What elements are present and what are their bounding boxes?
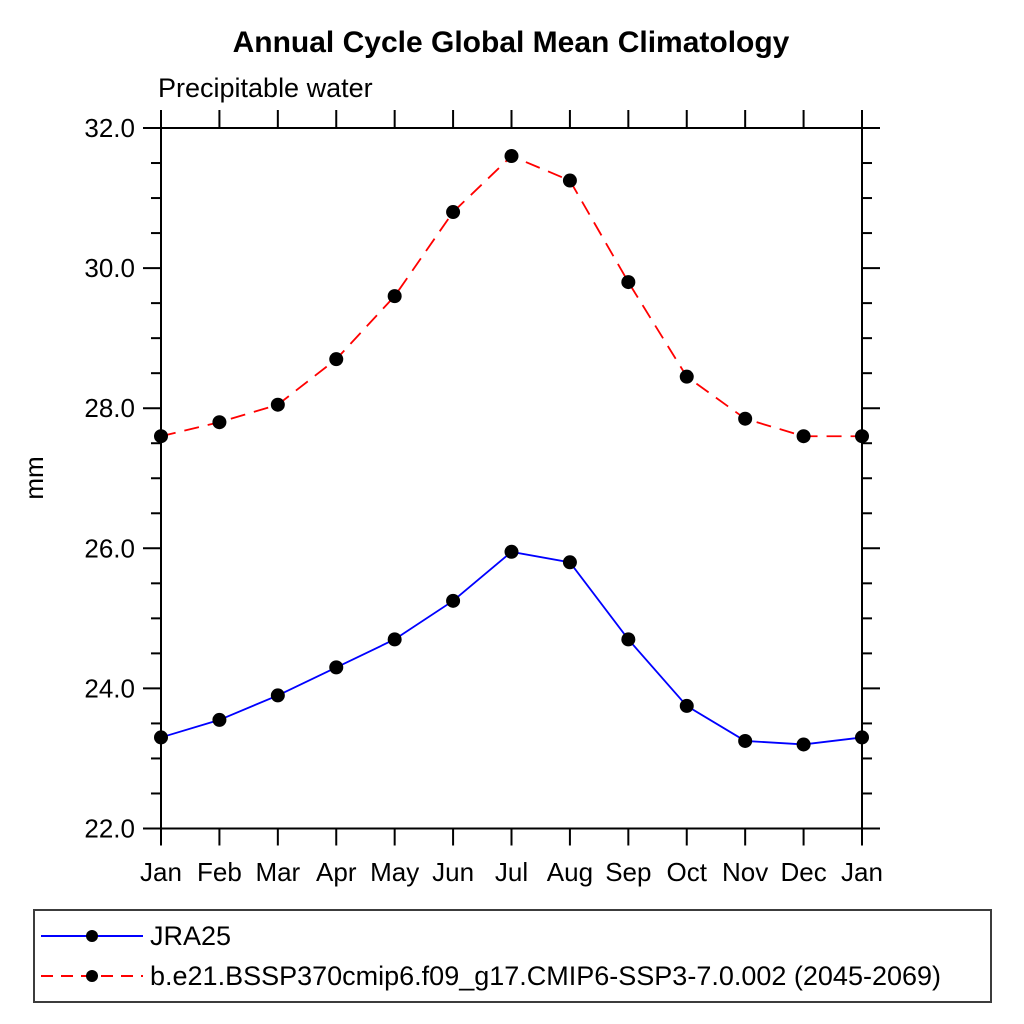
x-tick-label: Nov [722,857,768,887]
x-tick-label: Mar [255,857,300,887]
legend-label-jra25: JRA25 [150,920,232,951]
legend-marker-icon [86,970,98,982]
x-tick-label: Dec [780,857,826,887]
axis-ticks-group [143,110,880,846]
x-tick-label: Oct [667,857,708,887]
data-point-series-0 [212,712,227,727]
data-point-series-1 [212,415,227,430]
y-tick-label: 26.0 [84,533,135,563]
data-point-series-1 [855,429,869,444]
x-tick-label: Feb [197,857,242,887]
x-tick-label: Jan [841,857,883,887]
data-point-series-0 [154,730,168,745]
x-tick-label: Apr [316,857,357,887]
data-point-series-1 [621,275,636,290]
x-tick-label: Jul [495,857,528,887]
data-point-series-0 [562,555,577,570]
data-point-series-0 [679,698,694,713]
data-point-series-0 [738,733,753,748]
data-point-series-1 [796,429,811,444]
data-point-series-0 [504,544,519,559]
legend-box: JRA25 b.e21.BSSP370cmip6.f09_g17.CMIP6-S… [33,909,992,1003]
x-tick-label: Jun [432,857,474,887]
y-tick-label: 28.0 [84,393,135,423]
data-point-series-1 [387,289,402,304]
data-point-series-0 [855,730,869,745]
y-tick-label: 32.0 [84,113,135,143]
chart-title: Annual Cycle Global Mean Climatology [233,26,790,59]
y-tick-label: 22.0 [84,814,135,844]
data-point-series-0 [796,737,811,752]
plot-frame-group [160,127,863,830]
data-point-series-0 [270,688,285,703]
legend-label-model: b.e21.BSSP370cmip6.f09_g17.CMIP6-SSP3-7.… [150,960,942,991]
data-point-series-1 [154,429,168,444]
data-point-series-0 [446,593,461,608]
x-tick-label: Sep [605,857,651,887]
series-group [160,154,863,746]
x-tick-label: Aug [547,857,593,887]
y-tick-labels: 22.0 24.0 26.0 28.0 30.0 32.0 [84,113,135,844]
series-line-1 [160,154,862,438]
data-point-series-1 [329,352,344,367]
data-point-series-0 [329,660,344,675]
data-point-series-1 [446,205,461,220]
data-point-series-1 [504,149,519,164]
y-axis-title: mm [19,456,49,499]
legend-line-sample [41,970,143,982]
y-tick-label: 30.0 [84,253,135,283]
markers-group [154,149,869,752]
x-tick-label: Jan [140,857,182,887]
data-point-series-1 [679,369,694,384]
legend-item-jra25: JRA25 [35,916,990,956]
data-point-series-1 [738,411,753,426]
data-point-series-1 [270,397,285,412]
plot-frame [160,127,863,830]
series-line-0 [160,550,863,746]
legend-marker-icon [86,930,98,942]
x-tick-labels: Jan Feb Mar Apr May Jun Jul Aug Sep Oct Nov Dec Jan [140,857,883,887]
data-point-series-1 [562,173,577,188]
legend-item-model: b.e21.BSSP370cmip6.f09_g17.CMIP6-SSP3-7.… [35,956,990,996]
chart-subtitle: Precipitable water [158,73,373,103]
data-point-series-0 [621,632,636,647]
x-tick-label: May [370,857,419,887]
y-tick-label: 24.0 [84,673,135,703]
data-point-series-0 [387,632,402,647]
legend-line-sample [41,930,143,942]
